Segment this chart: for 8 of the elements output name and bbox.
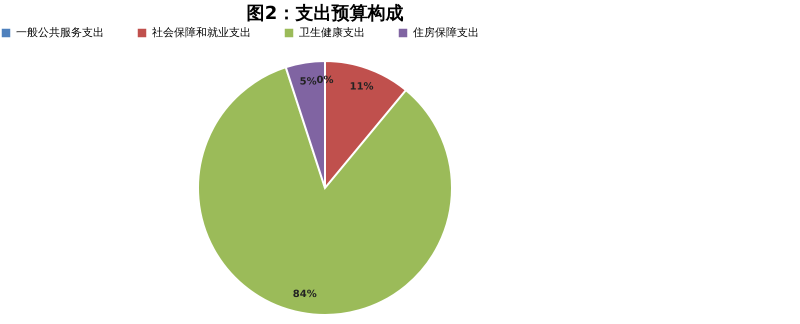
legend-label: 住房保障支出 <box>413 26 479 39</box>
data-label: 11% <box>350 81 374 92</box>
legend-label: 社会保障和就业支出 <box>152 26 251 39</box>
legend-label: 一般公共服务支出 <box>16 26 104 39</box>
data-label: 84% <box>292 289 317 300</box>
chart-title: 图2：支出预算构成 <box>246 3 404 24</box>
legend-label: 卫生健康支出 <box>299 26 365 39</box>
data-label: 5% <box>300 76 317 88</box>
